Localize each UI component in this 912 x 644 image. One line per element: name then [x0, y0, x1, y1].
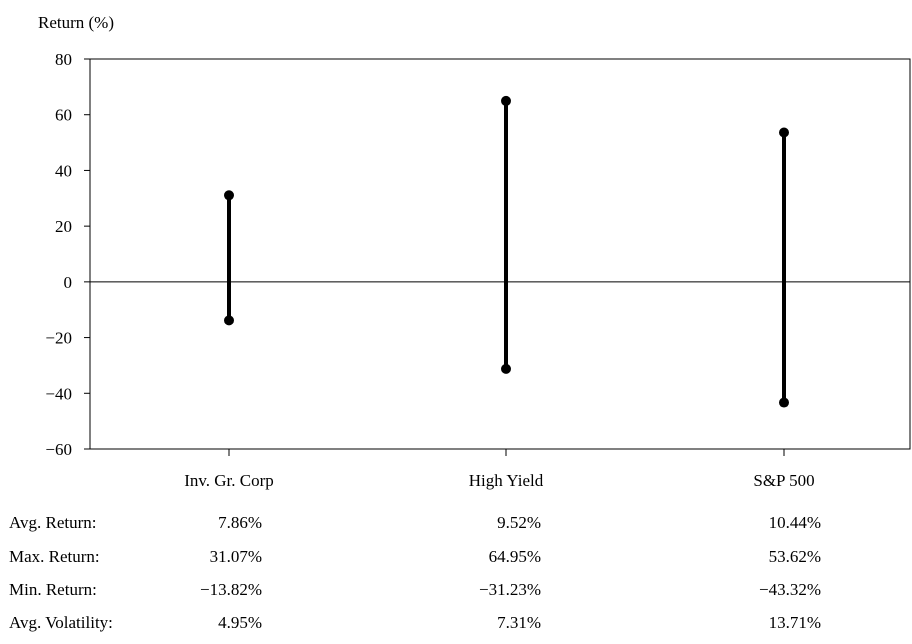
table-cell: 31.07% [210, 547, 262, 566]
y-tick-label: 0 [64, 273, 73, 292]
y-tick-label: 40 [55, 161, 72, 180]
min-point [224, 315, 234, 326]
table-cell: 7.86% [218, 513, 262, 532]
max-point [779, 127, 789, 138]
table-cell: 7.31% [497, 613, 541, 632]
table-cell: −31.23% [479, 580, 541, 599]
table-cell: 9.52% [497, 513, 541, 532]
x-tick-label: S&P 500 [753, 471, 814, 490]
y-tick-labels: 80 60 40 20 0 −20 −40 −60 [45, 50, 72, 459]
plot-frame [89, 58, 911, 450]
table-cell: 13.71% [769, 613, 821, 632]
min-point [779, 397, 789, 408]
min-point [501, 363, 511, 374]
table-row-label: Max. Return: [9, 547, 100, 566]
x-tick-labels: Inv. Gr. Corp High Yield S&P 500 [184, 471, 814, 490]
table-row-label: Avg. Volatility: [9, 613, 113, 632]
y-tick-label: −40 [45, 384, 72, 403]
y-tick-label: −20 [45, 329, 72, 348]
y-tick-label: 80 [55, 50, 72, 69]
table-row-label: Avg. Return: [9, 513, 97, 532]
range-markers [224, 95, 789, 408]
y-tick-label: −60 [45, 440, 72, 459]
axes [84, 58, 911, 456]
table-cell: 64.95% [489, 547, 541, 566]
x-tick-label: High Yield [469, 471, 544, 490]
table-cell: 10.44% [769, 513, 821, 532]
y-tick-label: 20 [55, 217, 72, 236]
max-point [224, 190, 234, 201]
table-row-label: Min. Return: [9, 580, 97, 599]
table-cell: 4.95% [218, 613, 262, 632]
y-tick-label: 60 [55, 106, 72, 125]
x-tick-label: Inv. Gr. Corp [184, 471, 274, 490]
table-cell: −13.82% [200, 580, 262, 599]
table-cell: 53.62% [769, 547, 821, 566]
stats-table: Avg. Return: 7.86% 9.52% 10.44% Max. Return:… [9, 513, 821, 632]
max-point [501, 95, 511, 106]
table-cell: −43.32% [759, 580, 821, 599]
y-axis-label: Return (%) [38, 13, 114, 32]
